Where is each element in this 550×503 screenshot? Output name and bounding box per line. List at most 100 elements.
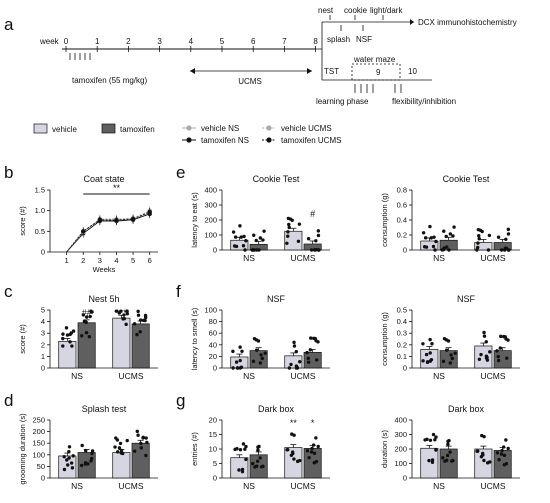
- y-tick-label-e1: 300: [204, 201, 217, 210]
- data-point-d: [136, 433, 140, 437]
- data-point-f1: [251, 359, 256, 364]
- data-point-g2: [502, 453, 507, 458]
- data-point-e2: [477, 237, 481, 241]
- data-point-g1: [255, 464, 259, 468]
- data-point-e2: [432, 235, 436, 239]
- data-point-e1: [242, 234, 246, 239]
- data-point-e2: [506, 232, 511, 236]
- data-point-c: [124, 322, 128, 327]
- data-point-f1: [292, 344, 297, 348]
- significance-c: ##: [82, 308, 92, 318]
- y-tick-label-c: 4: [41, 317, 45, 326]
- data-point-c: [122, 316, 127, 321]
- y-tick-label-e2: 0.4: [397, 216, 407, 225]
- water-maze-box: [351, 63, 401, 81]
- data-point-e2: [477, 234, 481, 238]
- data-point-c: [64, 326, 69, 330]
- y-tick-label-c: 0: [41, 364, 45, 373]
- data-point-d: [144, 436, 148, 440]
- data-point-f1: [259, 353, 263, 357]
- y-tick-label-f2: 0: [403, 364, 407, 373]
- chart-title-c: Nest 5h: [88, 294, 119, 304]
- line-point-tamoxifen-UCMS: [130, 216, 136, 222]
- y-tick-label-g1: 10: [209, 445, 217, 454]
- data-point-d: [80, 443, 84, 448]
- data-point-d: [120, 451, 125, 456]
- y-tick-label-f2: 0.2: [397, 340, 407, 349]
- data-point-c: [70, 344, 74, 348]
- data-point-e2: [433, 248, 437, 252]
- data-point-g1: [309, 450, 314, 454]
- data-point-g2: [501, 445, 506, 449]
- data-point-d: [83, 461, 88, 465]
- data-point-d: [71, 454, 75, 458]
- data-point-g2: [448, 450, 452, 454]
- data-point-e1: [238, 224, 242, 228]
- data-point-g1: [237, 468, 241, 472]
- y-tick-label-g1: 15: [209, 430, 217, 439]
- bar-g2-vehicle: [420, 447, 439, 479]
- significance-b: **: [113, 183, 121, 193]
- data-point-g2: [445, 453, 450, 458]
- y-tick-label-f2: 0.3: [397, 329, 407, 338]
- data-point-c: [141, 318, 146, 323]
- data-point-e1: [250, 248, 254, 252]
- y-tick-label-e2: 0.8: [397, 186, 407, 195]
- data-point-e1: [286, 234, 290, 238]
- y-tick-label-d: 0: [41, 474, 45, 483]
- data-point-e2: [422, 245, 427, 249]
- y-tick-label-d: 250: [32, 416, 45, 425]
- data-point-e1: [316, 248, 321, 252]
- data-point-f1: [289, 362, 293, 367]
- data-point-g2: [434, 435, 438, 439]
- y-tick-label-f1: 20: [209, 352, 217, 361]
- panel-label-a: a: [4, 15, 14, 34]
- timeline-week-number: 8: [313, 37, 318, 46]
- data-point-f2: [488, 350, 492, 354]
- data-point-e2: [448, 232, 453, 236]
- data-point-d: [65, 458, 69, 462]
- data-point-f2: [428, 359, 433, 363]
- week10-label: 10: [408, 67, 417, 76]
- light-dark-label: light/dark: [370, 6, 403, 15]
- data-point-g1: [311, 443, 316, 447]
- panel-label-c: c: [4, 282, 13, 301]
- data-point-d: [116, 450, 120, 454]
- data-point-c: [61, 332, 65, 336]
- y-axis-label-b: score (#): [18, 206, 27, 236]
- data-point-g1: [310, 446, 314, 451]
- category-label-f2: NS: [433, 371, 445, 381]
- panel-label-d: d: [4, 391, 13, 410]
- data-point-d: [145, 440, 149, 445]
- chart-title-g1: Dark box: [258, 404, 295, 414]
- y-tick-label-g1: 0: [213, 474, 217, 483]
- significance-e1: #: [310, 209, 315, 219]
- bar-d-vehicle: [112, 452, 131, 479]
- chart-title-g2: Dark box: [448, 404, 485, 414]
- data-point-d: [70, 466, 75, 470]
- data-point-f2: [425, 360, 430, 365]
- x-axis-label-b: Weeks: [93, 265, 116, 274]
- x-tick-label-b: 6: [148, 256, 152, 265]
- y-tick-label-f1: 80: [209, 317, 217, 326]
- timeline-week-number: 4: [189, 37, 194, 46]
- data-point-e2: [429, 236, 433, 240]
- y-tick-label-c: 5: [41, 306, 45, 315]
- data-point-g1: [251, 461, 255, 466]
- data-point-g1: [238, 448, 243, 452]
- data-point-e2: [451, 234, 455, 238]
- y-tick-label-g2: 300: [394, 430, 407, 439]
- data-point-g2: [476, 449, 480, 453]
- data-point-e1: [287, 222, 291, 227]
- data-point-e2: [476, 241, 480, 245]
- chart-title-d: Splash test: [82, 404, 127, 414]
- data-point-f2: [496, 358, 501, 363]
- y-tick-label-g2: 0: [403, 474, 407, 483]
- category-label-g2: NS: [433, 481, 445, 491]
- data-point-g2: [449, 459, 454, 463]
- data-point-g2: [495, 451, 500, 455]
- data-point-f1: [314, 339, 318, 343]
- data-point-f1: [231, 366, 235, 370]
- data-point-f2: [502, 334, 506, 339]
